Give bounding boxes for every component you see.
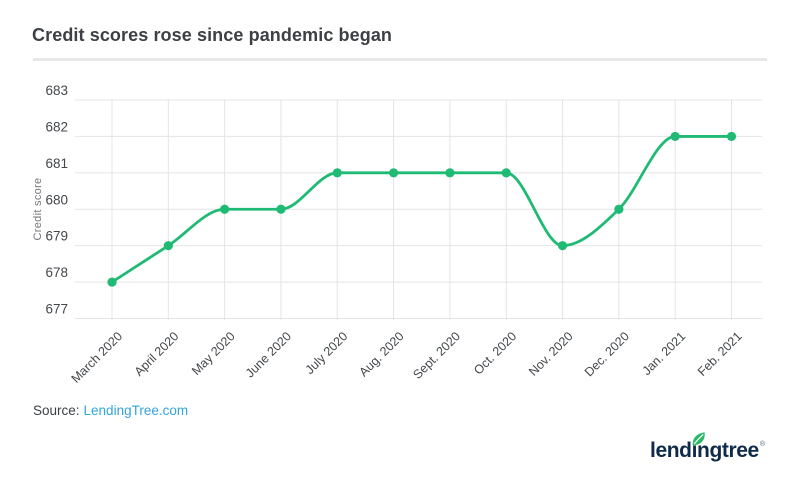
- x-tick-label: Jan. 2021: [640, 329, 689, 378]
- source-link[interactable]: LendingTree.com: [83, 403, 189, 418]
- series-line: [110, 135, 733, 284]
- x-tick-label: Nov. 2020: [526, 329, 576, 379]
- data-point: [501, 168, 511, 178]
- data-point: [276, 204, 286, 214]
- logo-text: lendingtree: [650, 439, 759, 462]
- data-point: [726, 131, 737, 142]
- data-point: [107, 277, 117, 287]
- data-point: [332, 168, 342, 178]
- x-tick-label: Aug. 2020: [357, 329, 407, 379]
- data-point: [670, 131, 680, 142]
- data-point: [163, 241, 173, 251]
- y-tick-label: 683: [45, 83, 68, 98]
- y-tick-label: 679: [45, 229, 68, 244]
- y-tick-label: 678: [45, 265, 68, 280]
- y-tick-label: 682: [45, 119, 68, 134]
- y-tick-label: 677: [45, 302, 68, 317]
- data-point: [388, 168, 399, 178]
- data-point: [445, 168, 455, 178]
- x-tick-label: Feb. 2021: [695, 329, 745, 379]
- y-axis-title: Credit score: [32, 178, 44, 241]
- lendingtree-logo: lendingtree®: [650, 432, 765, 467]
- source-line: Source: LendingTree.com: [33, 403, 188, 418]
- x-tick-label: Dec. 2020: [582, 329, 632, 379]
- data-point: [614, 204, 624, 214]
- x-tick-label: May 2020: [189, 329, 238, 378]
- x-tick-label: March 2020: [69, 329, 126, 386]
- data-point: [220, 204, 230, 214]
- x-tick-label: July 2020: [303, 329, 351, 377]
- source-label: Source:: [33, 403, 80, 418]
- divider: [33, 58, 767, 61]
- x-tick-label: April 2020: [132, 329, 182, 379]
- chart-title: Credit scores rose since pandemic began: [32, 25, 393, 45]
- leaf-icon: [692, 432, 705, 446]
- y-tick-label: 680: [45, 192, 68, 207]
- x-tick-label: June 2020: [243, 329, 294, 380]
- data-point: [557, 241, 568, 251]
- y-tick-label: 681: [45, 156, 68, 171]
- registered-mark: ®: [759, 441, 765, 448]
- x-tick-label: Oct. 2020: [471, 329, 519, 377]
- x-tick-label: Sept. 2020: [410, 329, 463, 382]
